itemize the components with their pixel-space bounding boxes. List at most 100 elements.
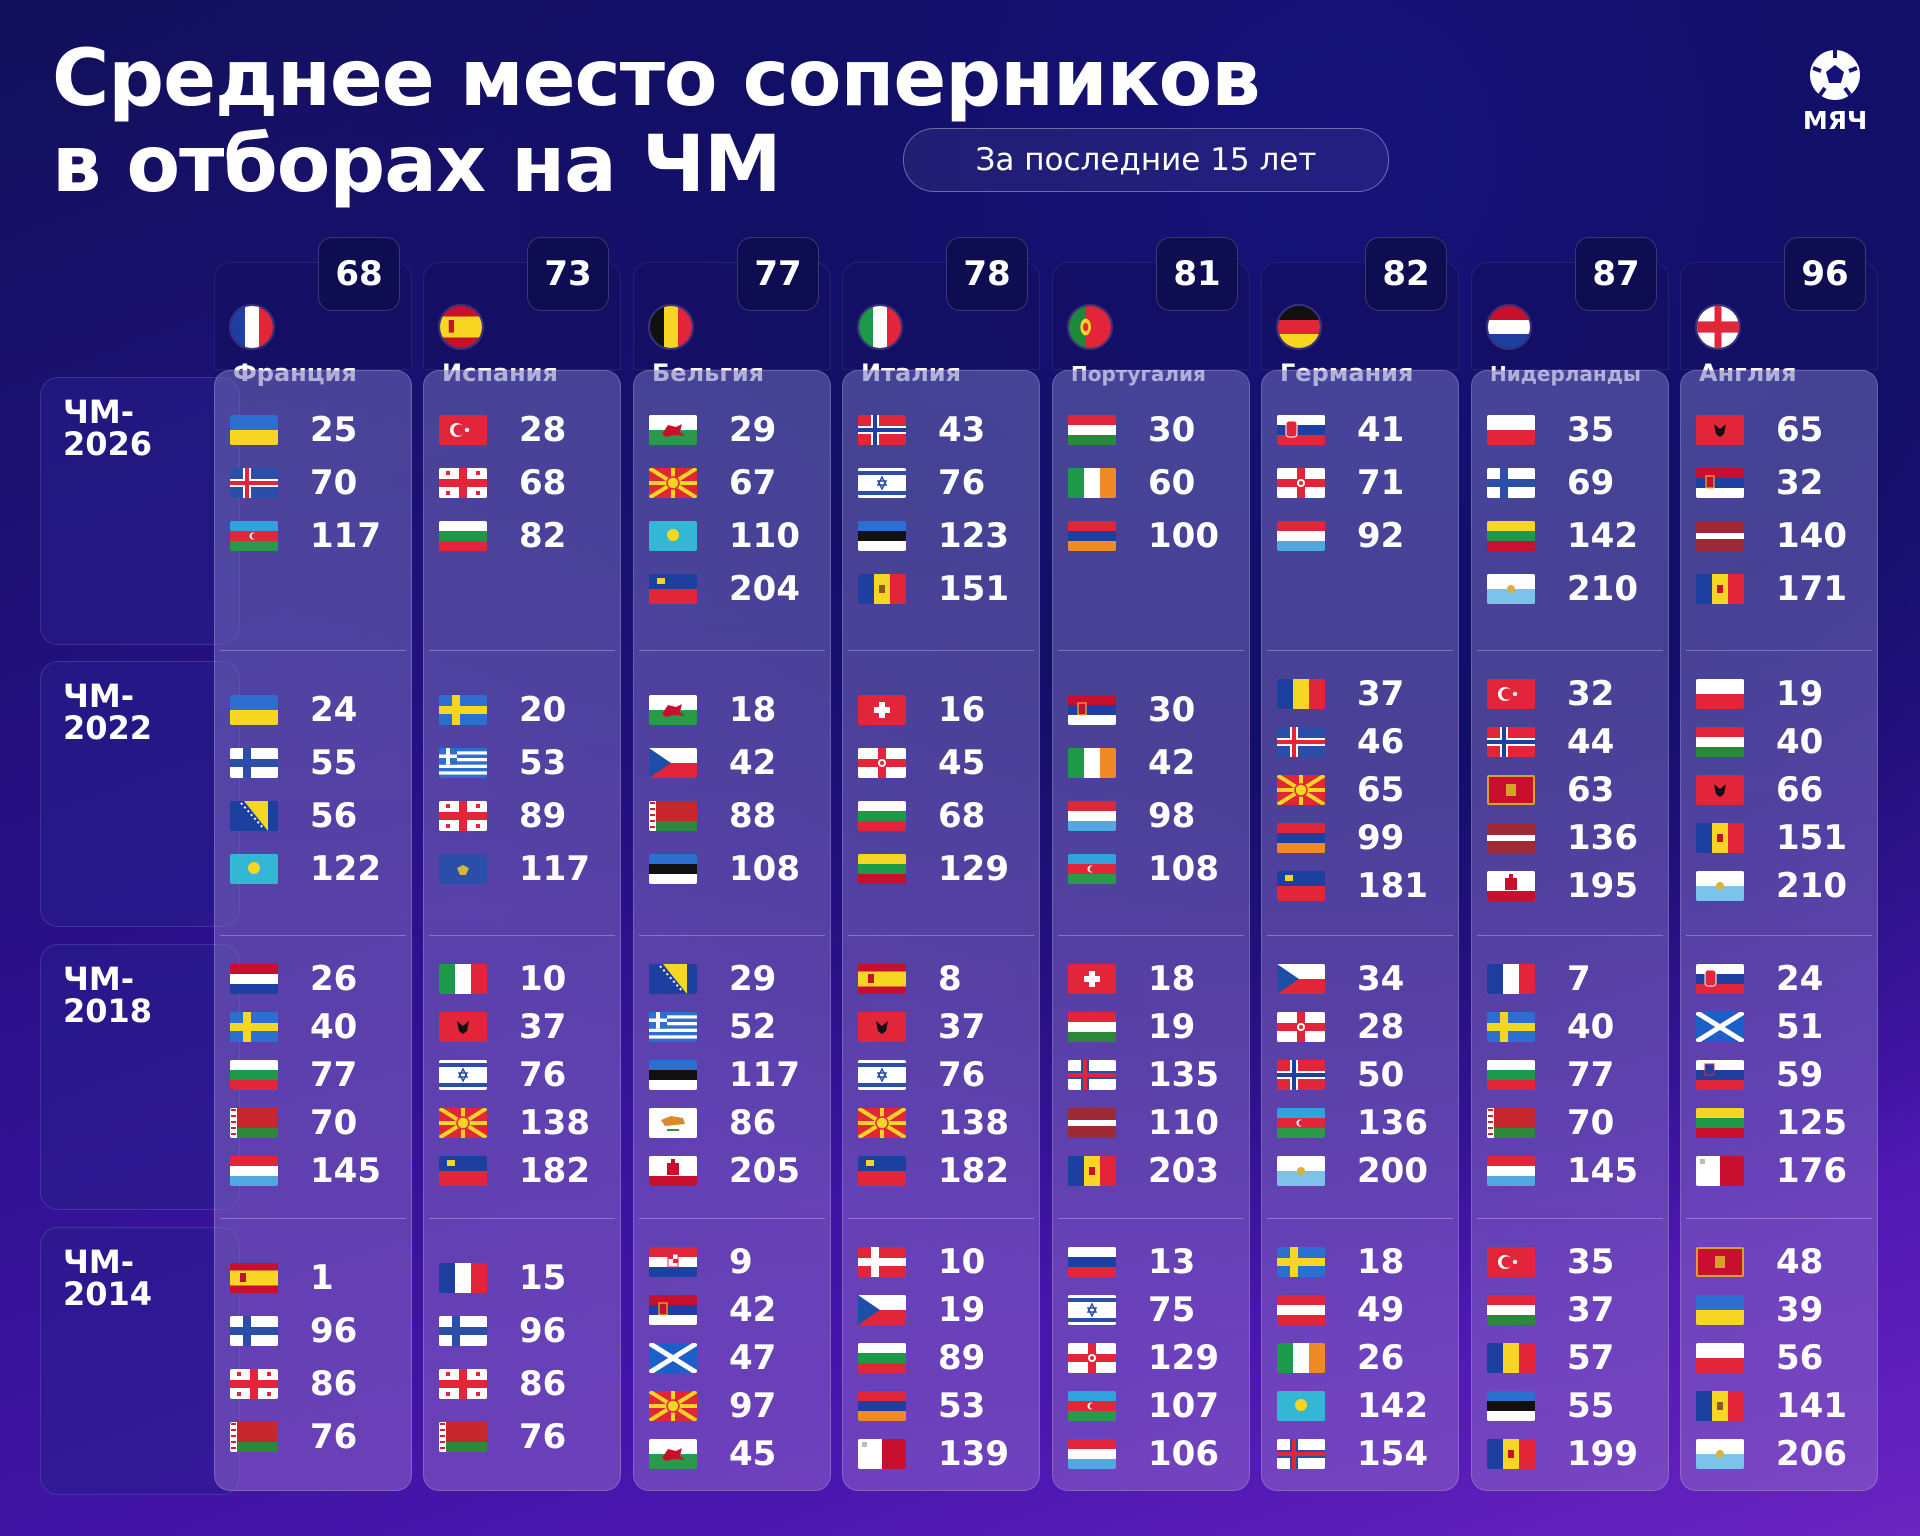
- opponent-entry: 123: [858, 516, 1009, 556]
- opponent-entry: 65: [1696, 410, 1823, 450]
- opponent-entry: 45: [858, 743, 985, 783]
- opponent-entry: 195: [1487, 866, 1638, 906]
- opponent-entry: 37: [439, 1007, 566, 1047]
- opponent-entry: 97: [649, 1386, 776, 1426]
- opponent-entry: 71: [1277, 463, 1404, 503]
- georgia-flag-icon: [439, 468, 487, 498]
- opponent-entry: 29: [649, 959, 776, 999]
- section-divider: [1058, 650, 1244, 651]
- opponent-entry: 39: [1696, 1290, 1823, 1330]
- romania-flag-icon: [1277, 679, 1325, 709]
- andorra-flag-icon: [1068, 1156, 1116, 1186]
- opponent-entry: 37: [858, 1007, 985, 1047]
- opponent-rank: 42: [1148, 743, 1196, 783]
- opponent-entry: 48: [1696, 1242, 1823, 1282]
- azerbaijan-flag-icon: [230, 521, 278, 551]
- opponent-entry: 199: [1487, 1434, 1638, 1474]
- opponent-entry: 139: [858, 1434, 1009, 1474]
- liechtenstein-flag-icon: [439, 1156, 487, 1186]
- opponent-rank: 56: [1776, 1338, 1824, 1378]
- latvia-flag-icon: [1696, 521, 1744, 551]
- finland-flag-icon: [1487, 468, 1535, 498]
- opponent-rank: 32: [1567, 674, 1615, 714]
- opponent-entry: 19: [1696, 674, 1823, 714]
- austria-flag-icon: [1277, 1295, 1325, 1325]
- poland-flag-icon: [1487, 415, 1535, 445]
- opponent-entry: 142: [1487, 516, 1638, 556]
- opponent-rank: 210: [1776, 866, 1847, 906]
- opponent-entry: 76: [439, 1417, 566, 1457]
- opponent-rank: 49: [1357, 1290, 1405, 1330]
- opponent-entry: 47: [649, 1338, 776, 1378]
- opponent-rank: 88: [729, 796, 777, 836]
- opponent-rank: 142: [1567, 516, 1638, 556]
- opponent-entry: 117: [649, 1055, 800, 1095]
- section-divider: [1267, 935, 1453, 936]
- sweden-flag-icon: [1487, 1012, 1535, 1042]
- liechtenstein-flag-icon: [649, 574, 697, 604]
- opponent-entry: 125: [1696, 1103, 1847, 1143]
- slovakia-flag-icon: [1696, 964, 1744, 994]
- andorra-flag-icon: [1487, 1439, 1535, 1469]
- opponent-rank: 29: [729, 959, 777, 999]
- opponent-rank: 55: [1567, 1386, 1615, 1426]
- team-column-france: Франция682570117245556122264077701451968…: [214, 237, 412, 1491]
- opponent-entry: 50: [1277, 1055, 1404, 1095]
- opponent-entry: 145: [1487, 1151, 1638, 1191]
- poland-flag-icon: [1696, 679, 1744, 709]
- turkey-flag-icon: [1487, 1247, 1535, 1277]
- opponent-entry: 56: [1696, 1338, 1823, 1378]
- opponent-entry: 76: [858, 1055, 985, 1095]
- section-divider: [429, 650, 615, 651]
- opponent-rank: 136: [1567, 818, 1638, 858]
- opponent-entry: 89: [439, 796, 566, 836]
- opponent-entry: 18: [1277, 1242, 1404, 1282]
- belarus-flag-icon: [1487, 1108, 1535, 1138]
- opponent-rank: 63: [1567, 770, 1615, 810]
- opponent-entry: 30: [1068, 690, 1195, 730]
- opponent-rank: 37: [1357, 674, 1405, 714]
- opponent-rank: 125: [1776, 1103, 1847, 1143]
- opponent-entry: 77: [230, 1055, 357, 1095]
- iceland-flag-icon: [1277, 727, 1325, 757]
- section-divider: [1058, 1218, 1244, 1219]
- opponent-entry: 203: [1068, 1151, 1219, 1191]
- spain-flag-icon: [438, 304, 484, 350]
- opponent-entry: 82: [439, 516, 566, 556]
- opponent-rank: 1: [310, 1258, 334, 1298]
- opponent-entry: 122: [230, 849, 381, 889]
- opponent-entry: 138: [439, 1103, 590, 1143]
- opponent-entry: 56: [230, 796, 357, 836]
- cycle-label: ЧМ- 2018: [40, 944, 240, 1210]
- opponent-rank: 28: [1357, 1007, 1405, 1047]
- opponent-entry: 35: [1487, 1242, 1614, 1282]
- slovakia-flag-icon: [1277, 415, 1325, 445]
- estonia-flag-icon: [858, 521, 906, 551]
- cycle-label: ЧМ- 2022: [40, 661, 240, 927]
- page-title: Среднее место соперников в отборах на ЧМ: [52, 36, 1261, 210]
- belarus-flag-icon: [439, 1422, 487, 1452]
- opponent-entry: 42: [649, 743, 776, 783]
- section-divider: [1477, 650, 1663, 651]
- gibraltar-flag-icon: [1487, 871, 1535, 901]
- average-rank-badge: 82: [1365, 237, 1447, 311]
- opponent-entry: 32: [1487, 674, 1614, 714]
- opponent-rank: 122: [310, 849, 381, 889]
- opponent-rank: 8: [938, 959, 962, 999]
- opponent-rank: 76: [519, 1055, 567, 1095]
- opponent-entry: 100: [1068, 516, 1219, 556]
- opponent-rank: 182: [519, 1151, 590, 1191]
- san-marino-flag-icon: [1696, 1439, 1744, 1469]
- opponent-rank: 40: [310, 1007, 358, 1047]
- opponent-rank: 140: [1776, 516, 1847, 556]
- opponent-rank: 206: [1776, 1434, 1847, 1474]
- france-flag-icon: [439, 1263, 487, 1293]
- opponent-rank: 107: [1148, 1386, 1219, 1426]
- title-line-2: в отборах на ЧМ: [52, 120, 782, 210]
- opponent-rank: 43: [938, 410, 986, 450]
- faroe-flag-icon: [1068, 1060, 1116, 1090]
- opponent-rank: 195: [1567, 866, 1638, 906]
- opponent-rank: 67: [729, 463, 777, 503]
- turkey-flag-icon: [1487, 679, 1535, 709]
- opponent-entry: 86: [439, 1364, 566, 1404]
